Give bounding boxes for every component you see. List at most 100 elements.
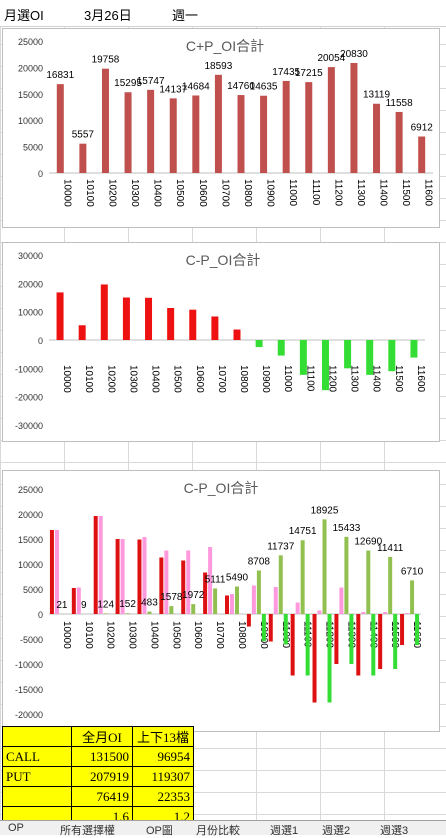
data-label: 21 — [56, 600, 68, 611]
x-tick-label: 10600 — [197, 179, 208, 207]
x-tick-label: 10000 — [61, 365, 72, 393]
x-tick-label: 11600 — [423, 179, 434, 207]
bar — [349, 614, 353, 664]
bar — [215, 75, 222, 173]
table-cell[interactable]: 131500 — [72, 747, 133, 767]
x-tick-label: 10100 — [84, 179, 95, 207]
x-tick-label: 11400 — [378, 179, 389, 207]
bar — [191, 604, 195, 614]
bar — [159, 558, 163, 615]
bar — [415, 614, 419, 645]
table-header[interactable]: 全月OI — [72, 727, 133, 747]
bar — [291, 614, 295, 676]
bar — [328, 67, 335, 173]
data-label: 11558 — [386, 98, 414, 109]
chart-c-minus-p-detail-svg: C-P_OI合計2500020000150001000050000-5000-1… — [3, 471, 439, 731]
table-cell[interactable]: PUT — [3, 767, 72, 787]
bar — [344, 537, 348, 614]
x-tick-label: 10900 — [265, 179, 276, 207]
sheet-tab[interactable]: 週選1 — [270, 822, 298, 838]
bar — [230, 594, 234, 614]
header-row: 月選OI 3月26日 週一 — [0, 0, 446, 27]
bar — [396, 112, 403, 173]
x-tick-label: 10800 — [242, 179, 253, 207]
data-label: 8708 — [248, 556, 271, 567]
bar — [262, 614, 266, 641]
data-label: 5111 — [205, 574, 226, 585]
x-tick-label: 10600 — [194, 365, 205, 393]
bar — [186, 551, 190, 615]
bar — [371, 614, 375, 676]
sheet-tab[interactable]: 月份比較 — [196, 822, 240, 838]
bar — [366, 340, 373, 375]
x-tick-label: 10200 — [105, 621, 116, 649]
x-tick-label: 10500 — [174, 179, 185, 207]
chart-title: C-P_OI合計 — [186, 252, 261, 268]
y-tick-label: 25000 — [18, 485, 43, 495]
table-cell[interactable]: 22353 — [133, 787, 194, 807]
x-tick-label: 11100 — [310, 179, 321, 206]
table-row: 76419 22353 — [3, 787, 194, 807]
table-row: CALL 131500 96954 — [3, 747, 194, 767]
x-tick-label: 10900 — [260, 365, 271, 393]
x-tick-label: 10300 — [129, 179, 140, 207]
table-cell[interactable]: 76419 — [72, 787, 133, 807]
y-tick-label: -20000 — [15, 710, 43, 720]
table-cell[interactable]: 207919 — [72, 767, 133, 787]
x-tick-label: 10700 — [216, 365, 227, 393]
bar — [383, 612, 387, 614]
data-label: 5557 — [72, 130, 95, 141]
bar — [50, 530, 54, 614]
bar — [334, 614, 338, 664]
x-tick-label: 10700 — [214, 621, 225, 649]
sheet-tab[interactable]: 所有選擇權 — [60, 822, 115, 838]
data-label: 483 — [141, 598, 158, 609]
header-cell-a[interactable]: 月選OI — [4, 5, 44, 24]
bar — [57, 292, 64, 340]
data-label: 20830 — [340, 49, 368, 60]
bar — [322, 340, 329, 390]
table-row: 全月OI 上下13檔 — [3, 727, 194, 747]
table-cell[interactable] — [3, 727, 72, 747]
sheet-tab[interactable]: OP — [8, 822, 24, 834]
x-tick-label: 10300 — [127, 621, 138, 649]
table-cell[interactable]: CALL — [3, 747, 72, 767]
sheet-tab[interactable]: 週選3 — [380, 822, 408, 838]
sheet-tab[interactable]: OP圖 — [146, 822, 173, 838]
bar — [170, 98, 177, 173]
table-header[interactable]: 上下13檔 — [133, 727, 194, 747]
x-tick-label: 10700 — [219, 179, 230, 207]
bar — [278, 340, 285, 356]
header-cell-c[interactable]: 週一 — [172, 5, 198, 24]
bar — [234, 330, 241, 340]
bar — [388, 557, 392, 614]
x-tick-label: 11300 — [355, 179, 366, 207]
y-tick-label: 0 — [38, 169, 43, 179]
bar — [388, 340, 395, 371]
bar — [279, 555, 283, 614]
bar — [104, 613, 108, 614]
bar — [328, 614, 332, 703]
sheet-tab[interactable]: 週選2 — [322, 822, 350, 838]
table-cell[interactable]: 96954 — [133, 747, 194, 767]
table-cell[interactable]: 119307 — [133, 767, 194, 787]
data-label: 14751 — [289, 526, 317, 537]
x-tick-label: 10200 — [105, 365, 116, 393]
header-cell-b[interactable]: 3月26日 — [84, 5, 132, 24]
y-tick-label: 5000 — [23, 585, 43, 595]
chart-c-minus-p-svg: C-P_OI合計3000020000100000-10000-20000-300… — [3, 243, 439, 441]
data-label: 5490 — [226, 573, 249, 584]
summary-table: 全月OI 上下13檔 CALL 131500 96954 PUT 207919 … — [2, 726, 194, 827]
bar — [405, 613, 409, 614]
bar — [339, 588, 343, 615]
bar — [164, 551, 168, 615]
sheet-tab-bar: OP 所有選擇權 OP圖 月份比較 週選1 週選2 週選3 — [0, 820, 446, 835]
x-tick-label: 10400 — [150, 365, 161, 393]
table-cell[interactable] — [3, 787, 72, 807]
y-tick-label: 10000 — [18, 308, 43, 318]
x-tick-label: 10300 — [127, 365, 138, 393]
data-label: 19758 — [92, 55, 120, 66]
